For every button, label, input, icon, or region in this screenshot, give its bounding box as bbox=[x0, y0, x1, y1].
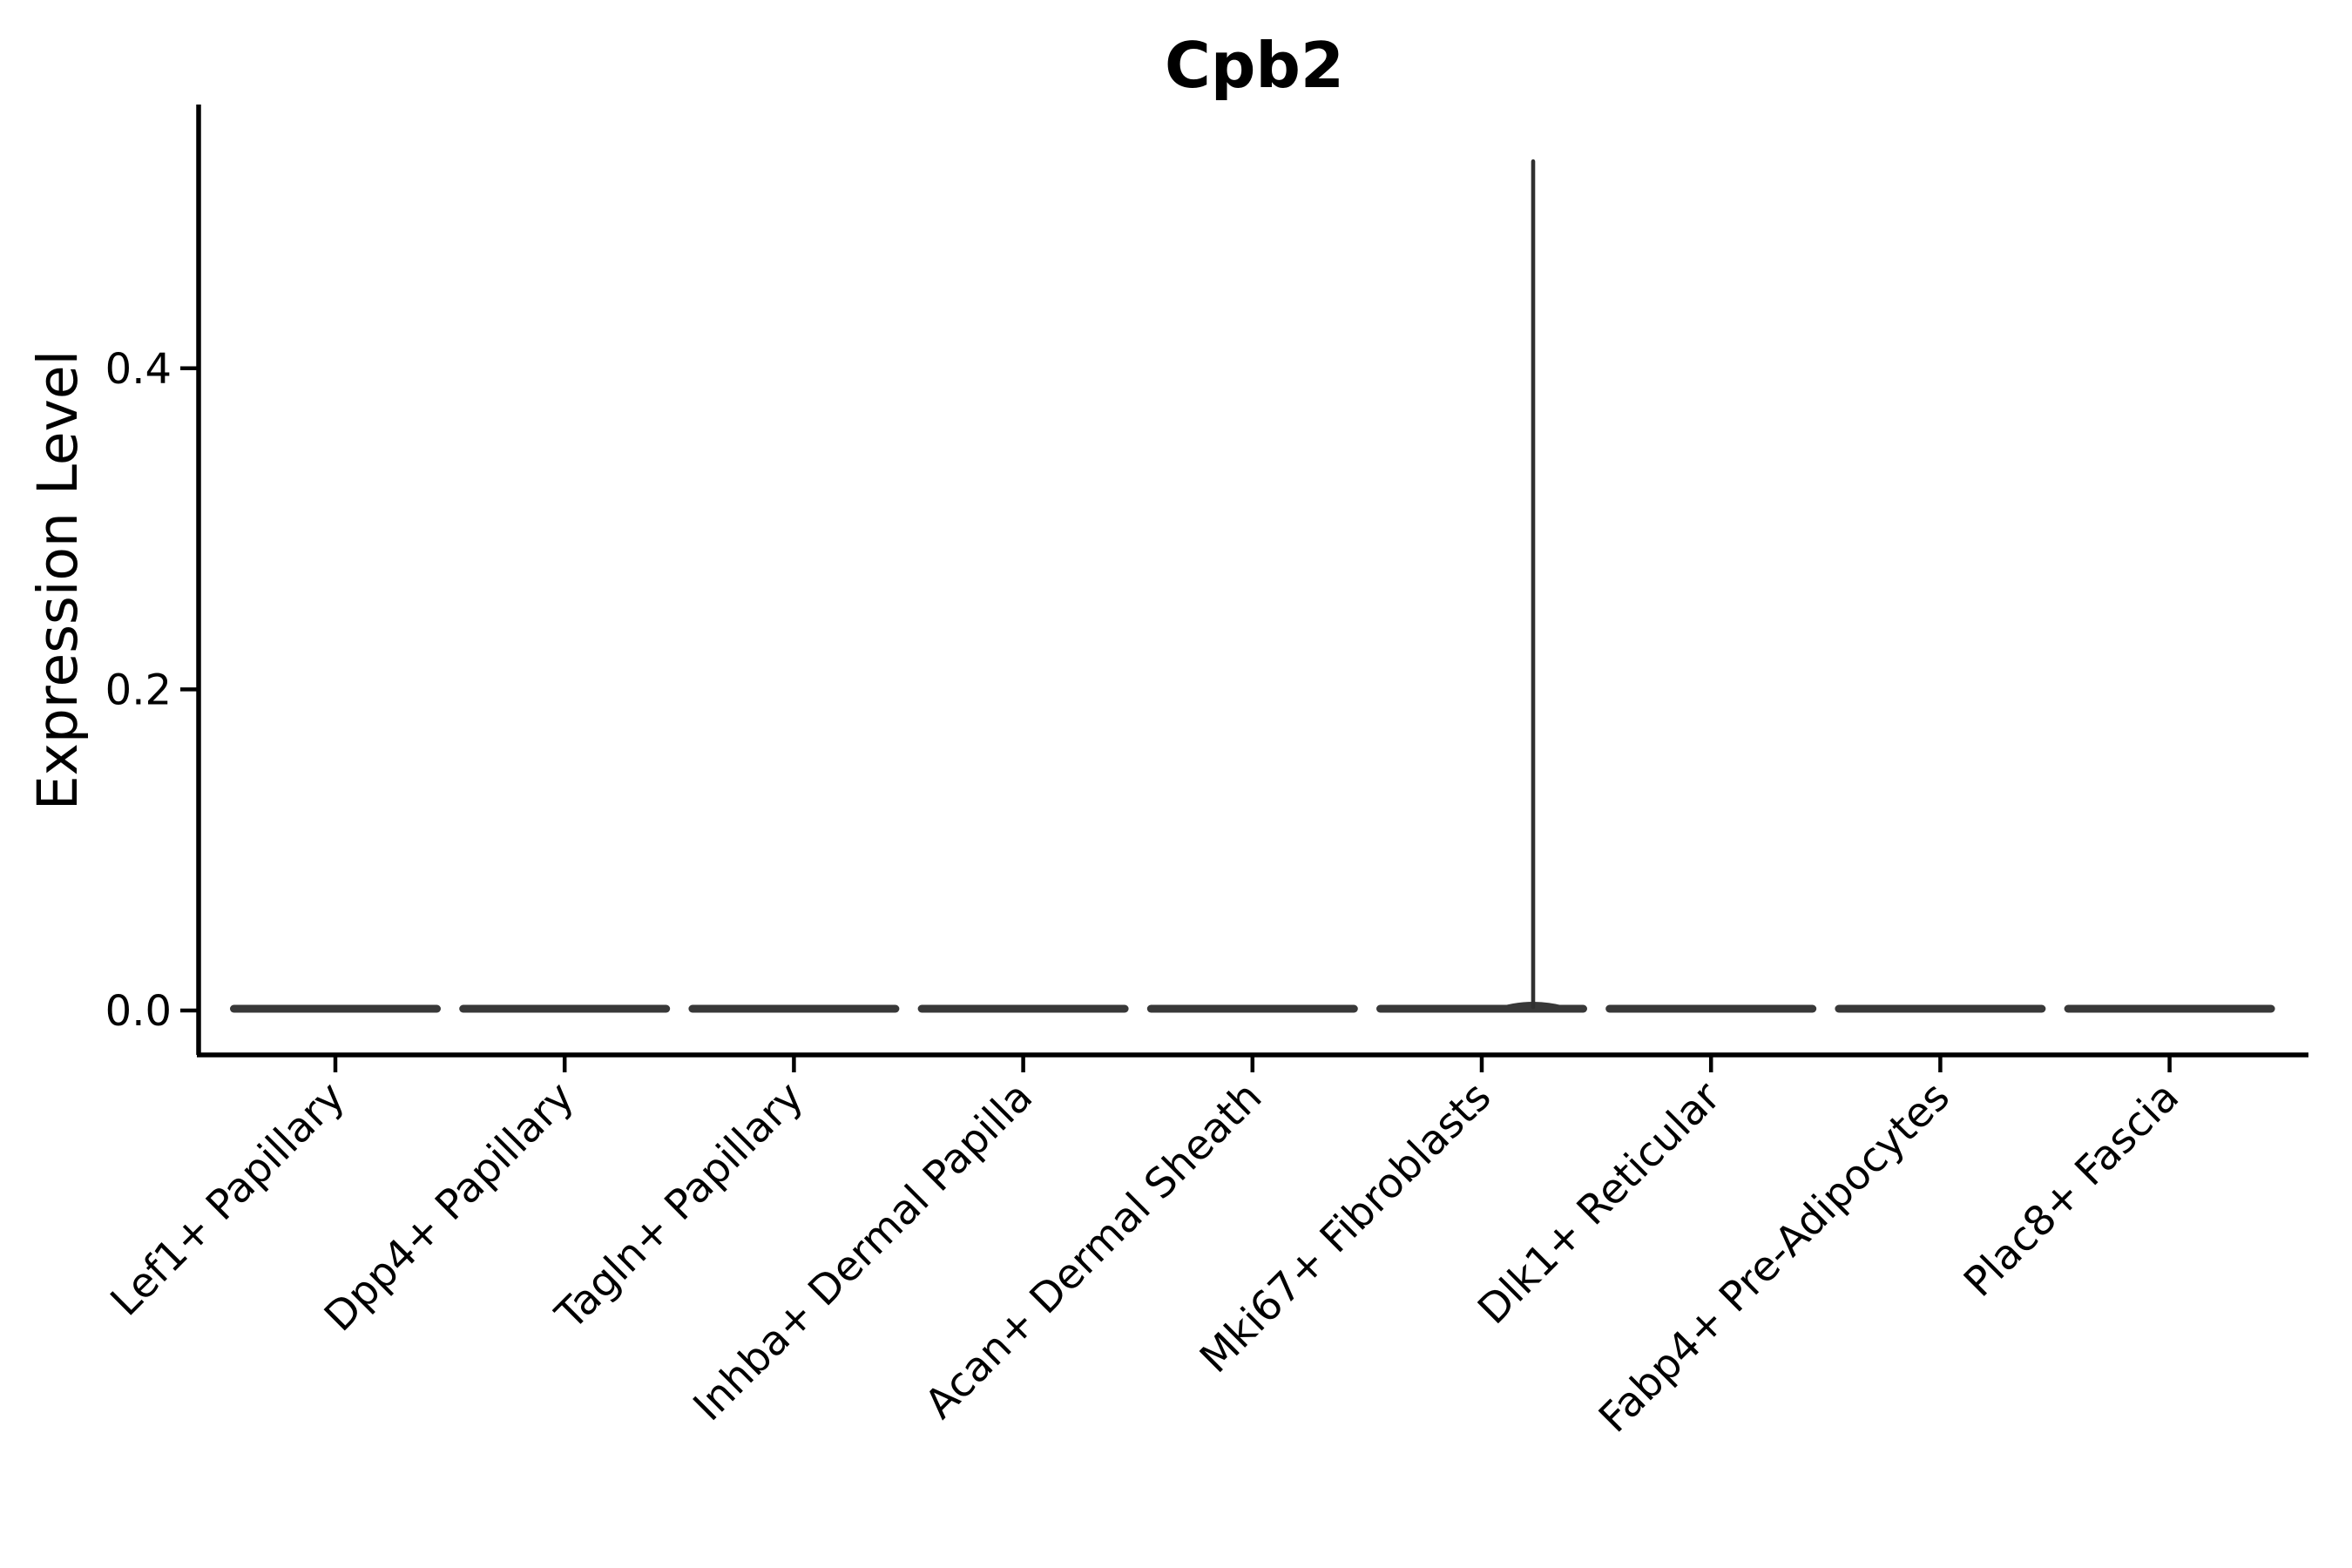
flat-violin bbox=[1835, 1004, 2046, 1013]
x-tick-label: Dlk1+ Reticular bbox=[1469, 1072, 1730, 1334]
y-tick-label: 0.4 bbox=[105, 345, 172, 394]
flat-violin bbox=[688, 1004, 900, 1013]
flat-violin bbox=[1605, 1004, 1817, 1013]
violins-group bbox=[230, 159, 2275, 1013]
flat-violin bbox=[2064, 1004, 2275, 1013]
flat-violin bbox=[1146, 1004, 1358, 1013]
x-tick-label: Lef1+ Papillary bbox=[102, 1073, 355, 1326]
x-tick-label: Dpp4+ Papillary bbox=[315, 1073, 584, 1342]
flat-violin bbox=[459, 1004, 671, 1013]
y-tick-label: 0.0 bbox=[105, 987, 172, 1036]
plot-title: Cpb2 bbox=[1165, 29, 1344, 102]
x-tick-label: Plac8+ Fascia bbox=[1955, 1073, 2188, 1307]
flat-violin bbox=[917, 1004, 1129, 1013]
y-tick-label: 0.2 bbox=[105, 666, 172, 714]
y-axis-label: Expression Level bbox=[26, 350, 90, 810]
x-tick-label: Tagln+ Papillary bbox=[546, 1073, 813, 1340]
flat-violin bbox=[230, 1004, 441, 1013]
